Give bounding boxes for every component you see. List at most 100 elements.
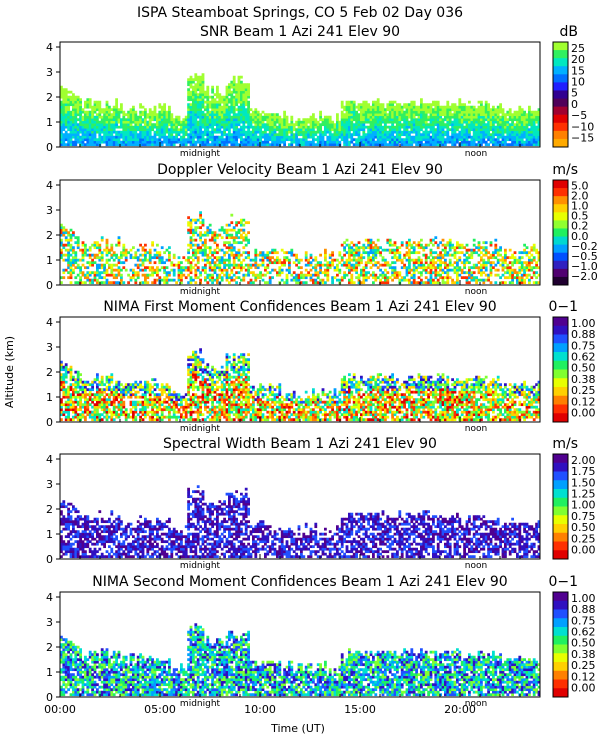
data-cell <box>64 236 68 240</box>
data-cell <box>216 90 219 94</box>
data-cell <box>350 273 354 277</box>
data-cell <box>523 123 526 127</box>
data-cell <box>384 261 387 265</box>
data-cell <box>91 135 94 139</box>
data-cell <box>528 115 531 119</box>
data-cell <box>146 135 150 139</box>
data-cell <box>386 105 390 109</box>
data-cell <box>278 130 282 134</box>
data-cell <box>424 281 428 285</box>
data-cell <box>196 103 200 107</box>
data-cell <box>81 123 85 127</box>
data-cell <box>146 138 150 142</box>
data-cell <box>468 276 471 280</box>
data-cell <box>211 236 214 240</box>
data-cell <box>496 110 500 114</box>
data-cell <box>84 118 87 122</box>
data-cell <box>360 258 363 262</box>
data-cell <box>242 246 246 250</box>
data-cell <box>463 115 466 119</box>
data-cell <box>201 138 205 142</box>
data-cell <box>144 248 147 252</box>
data-cell <box>439 125 442 129</box>
data-cell <box>271 115 274 119</box>
data-cell <box>60 90 63 94</box>
data-cell <box>523 135 526 139</box>
data-cell <box>271 268 274 272</box>
data-cell <box>69 95 73 99</box>
data-cell <box>487 133 490 137</box>
data-cell <box>422 110 426 114</box>
data-cell <box>76 123 80 127</box>
data-cell <box>144 281 147 285</box>
data-cell <box>151 115 154 119</box>
data-cell <box>312 143 315 147</box>
data-cell <box>417 266 421 270</box>
data-cell <box>508 143 512 147</box>
data-cell <box>84 276 87 280</box>
data-cell <box>374 276 378 280</box>
data-cell <box>228 123 231 127</box>
data-cell <box>333 258 337 262</box>
data-cell <box>134 120 138 124</box>
data-cell <box>103 120 106 124</box>
data-cell <box>432 103 435 107</box>
data-cell <box>189 271 193 275</box>
data-cell <box>69 138 73 142</box>
data-cell <box>105 133 109 137</box>
data-cell <box>288 263 291 267</box>
data-cell <box>448 118 452 122</box>
data-cell <box>453 113 457 117</box>
data-cell <box>192 228 195 232</box>
data-cell <box>141 263 145 267</box>
data-cell <box>189 143 193 147</box>
data-cell <box>396 276 399 280</box>
data-cell <box>434 113 438 117</box>
data-cell <box>266 138 270 142</box>
data-cell <box>204 123 207 127</box>
data-cell <box>141 130 145 134</box>
data-cell <box>237 263 241 267</box>
data-cell <box>441 268 445 272</box>
data-cell <box>151 256 154 260</box>
data-cell <box>472 251 476 255</box>
data-cell <box>86 276 90 280</box>
data-cell <box>254 261 258 265</box>
data-cell <box>228 140 231 144</box>
data-cell <box>242 238 246 242</box>
data-cell <box>436 281 440 285</box>
data-cell <box>158 133 162 137</box>
data-cell <box>240 103 243 107</box>
data-cell <box>525 263 529 267</box>
data-cell <box>357 138 361 142</box>
data-cell <box>67 110 70 114</box>
data-cell <box>230 213 234 217</box>
data-cell <box>124 135 128 139</box>
data-cell <box>247 108 250 112</box>
data-cell <box>204 238 207 242</box>
data-cell <box>103 118 106 122</box>
data-cell <box>388 113 392 117</box>
data-cell <box>336 266 339 270</box>
data-cell <box>105 278 109 282</box>
data-cell <box>120 105 123 109</box>
data-cell <box>336 140 339 144</box>
data-cell <box>319 113 322 117</box>
data-cell <box>266 271 270 275</box>
data-cell <box>496 253 500 257</box>
data-cell <box>105 251 109 255</box>
data-cell <box>60 135 63 139</box>
data-cell <box>148 118 152 122</box>
data-cell <box>180 128 183 132</box>
data-cell <box>247 123 250 127</box>
data-cell <box>412 110 416 114</box>
data-cell <box>340 278 344 282</box>
data-cell <box>216 281 219 285</box>
data-cell <box>136 258 140 262</box>
data-cell <box>324 130 327 134</box>
data-cell <box>201 143 205 147</box>
data-cell <box>302 143 306 147</box>
data-cell <box>444 271 447 275</box>
data-cell <box>350 128 354 132</box>
data-cell <box>98 125 102 129</box>
